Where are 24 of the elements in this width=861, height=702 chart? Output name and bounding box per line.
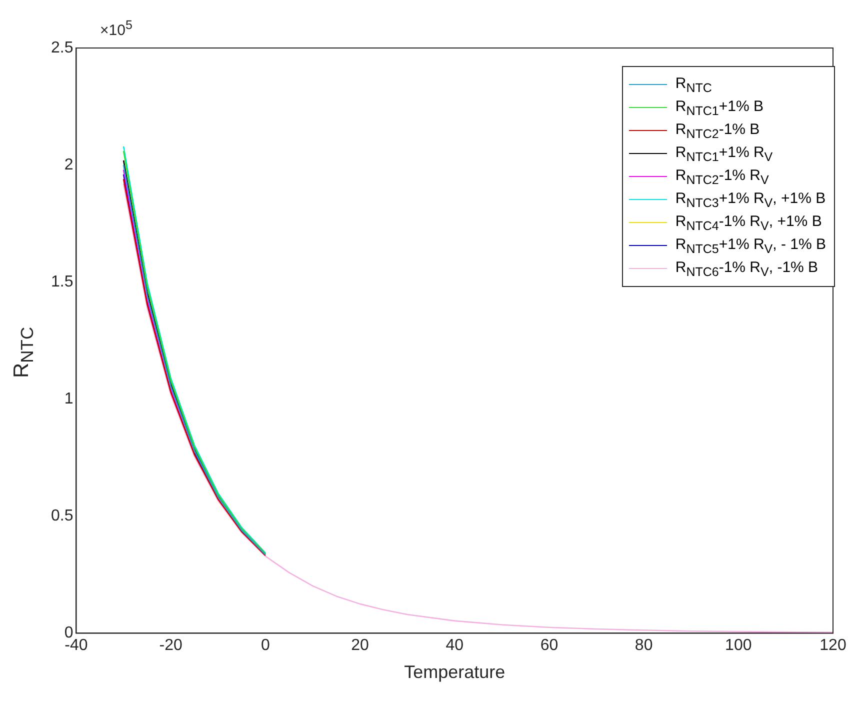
x-axis-title: Temperature — [404, 662, 506, 682]
legend-label: R$_{NTC2}$-1% B — [675, 120, 760, 140]
x-tick-label: -20 — [159, 637, 182, 654]
y-tick-label: 2 — [64, 156, 74, 174]
legend-label: R$_{NTC2}$-1% R$_{V}$ — [675, 166, 769, 186]
legend-label: R$_{NTC4}$-1% R$_{V}$, +1% B — [675, 212, 822, 232]
legend-label: R$_{NTC6}$-1% R$_{V}$, -1% B — [675, 258, 818, 278]
x-tick-label: 20 — [351, 637, 370, 654]
x-tick-label: 0 — [260, 637, 270, 654]
x-tick-label: 80 — [634, 637, 653, 654]
legend-label: R$_{NTC5}$+1% R$_{V}$, - 1% B — [675, 236, 826, 256]
legend-label: R$_{NTC}$ — [675, 74, 712, 94]
x-tick-label: 100 — [725, 637, 752, 654]
x-tick-label: 60 — [540, 637, 558, 654]
x-tick-label: 120 — [820, 637, 846, 654]
y-tick-label: 1 — [64, 390, 74, 408]
legend-label: R$_{NTC1}$+1% R$_{V}$ — [675, 144, 773, 164]
text: ×10$^{5}$ — [100, 18, 132, 39]
legend-label: R$_{NTC3}$+1% R$_{V}$, +1% B — [675, 190, 826, 210]
y-tick-label: 1.5 — [50, 273, 74, 290]
legend-label: R$_{NTC1}$+1% B — [675, 98, 764, 118]
x-tick-label: 40 — [446, 637, 464, 654]
y-tick-label: 2.5 — [50, 39, 74, 56]
y-tick-label: 0.5 — [50, 508, 74, 525]
